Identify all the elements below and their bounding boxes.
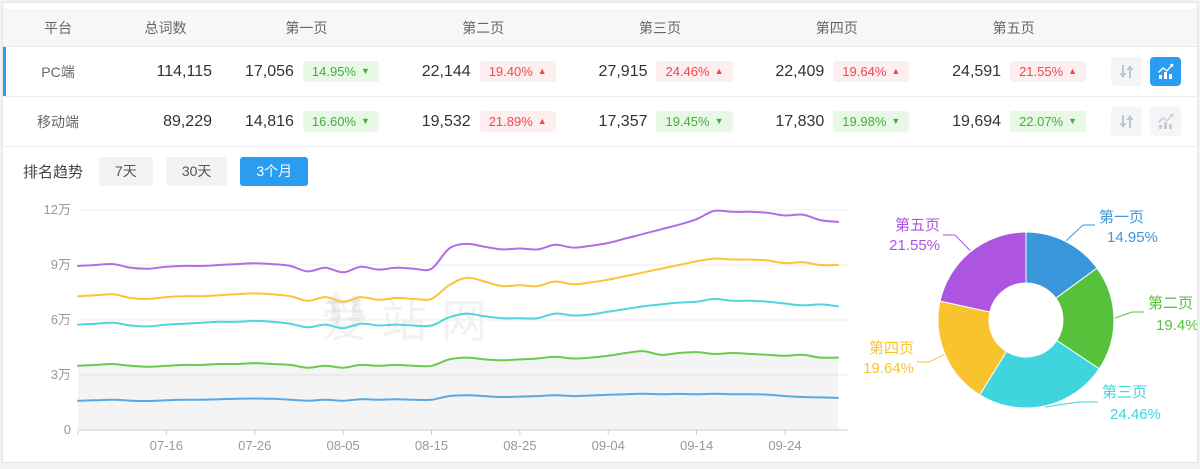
page-4-change-badge: 19.98% ▼ <box>833 111 910 132</box>
trend-chart-button[interactable] <box>1150 107 1181 136</box>
page-3-count: 27,915 <box>598 62 648 80</box>
total-words-cell: 89,229 <box>163 112 212 130</box>
svg-text:07-26: 07-26 <box>238 438 271 453</box>
page-2-group: 19,532 21.89% ▲ <box>395 111 572 132</box>
table-header-cell: 第四页 <box>815 19 858 36</box>
page-1-change-badge: 16.60% ▼ <box>302 111 379 132</box>
platform-name: PC端 <box>41 63 75 80</box>
trend-up-arrow-icon: ▲ <box>537 66 547 76</box>
svg-text:0: 0 <box>64 422 71 437</box>
page-3-group: 17,357 19.45% ▼ <box>572 111 749 132</box>
trend-down-arrow-icon: ▼ <box>360 66 370 76</box>
platform-name: 移动端 <box>37 113 79 130</box>
svg-text:24.46%: 24.46% <box>1110 406 1161 423</box>
svg-text:14.95%: 14.95% <box>1107 229 1158 246</box>
svg-text:第二页: 第二页 <box>1148 294 1193 312</box>
page-2-count: 22,144 <box>421 62 471 80</box>
table-header-cell: 总词数 <box>144 19 187 36</box>
tab-period-30天[interactable]: 30天 <box>165 156 228 186</box>
platform-row-pc[interactable]: PC端 114,115 17,056 14.95% ▼ 22,144 19.40%… <box>3 47 1197 97</box>
svg-text:21.55%: 21.55% <box>889 237 940 254</box>
page-1-group: 14,816 16.60% ▼ <box>218 111 395 132</box>
table-header-cell: 第一页 <box>285 19 328 36</box>
tab-period-7天[interactable]: 7天 <box>99 156 153 186</box>
total-words-cell: 114,115 <box>156 62 212 80</box>
page-3-group: 27,915 24.46% ▲ <box>572 61 749 82</box>
page-5-count: 24,591 <box>952 62 1002 80</box>
page-2-change-badge: 21.89% ▲ <box>479 111 556 132</box>
tab-period-3个月[interactable]: 3个月 <box>240 156 309 186</box>
page-4-count: 22,409 <box>775 62 825 80</box>
platform-row-mobile[interactable]: 移动端 89,229 14,816 16.60% ▼ 19,532 21.89% ▲… <box>3 97 1197 147</box>
page-4-group: 22,409 19.64% ▲ <box>748 61 925 82</box>
svg-text:19.64%: 19.64% <box>863 360 914 377</box>
svg-text:第四页: 第四页 <box>869 339 914 357</box>
page-1-count: 14,816 <box>244 112 294 130</box>
svg-text:第三页: 第三页 <box>1102 383 1147 401</box>
svg-text:08-15: 08-15 <box>415 438 448 453</box>
page-5-change-badge: 22.07% ▼ <box>1010 111 1087 132</box>
table-header-cell: 第三页 <box>638 19 681 36</box>
table-header-cell: 第五页 <box>992 19 1035 36</box>
keyword-rank-panel: 平台 总词数 第一页 第二页 第三页 第四页 第五页 PC端 114,115 17,056 … <box>2 2 1198 463</box>
trend-down-arrow-icon: ▼ <box>714 116 724 126</box>
page-4-change-badge: 19.64% ▲ <box>833 61 910 82</box>
trend-up-arrow-icon: ▲ <box>714 66 724 76</box>
table-header-cell: 第二页 <box>462 19 505 36</box>
svg-text:08-05: 08-05 <box>326 438 359 453</box>
trend-down-arrow-icon: ▼ <box>1068 116 1078 126</box>
svg-text:09-24: 09-24 <box>768 438 801 453</box>
page-distribution-donut[interactable]: 第一页 14.95% 第二页 19.4% 第三页 24.46% 第四页 19.64% 第五页 21… <box>856 195 1198 453</box>
svg-text:9万: 9万 <box>51 257 71 272</box>
svg-text:3万: 3万 <box>51 367 71 382</box>
page-3-count: 17,357 <box>598 112 648 130</box>
svg-text:第一页: 第一页 <box>1099 208 1144 226</box>
donut-slice-5[interactable] <box>939 231 1027 313</box>
page-4-group: 17,830 19.98% ▼ <box>748 111 925 132</box>
trend-chart-button[interactable] <box>1150 57 1181 86</box>
aizhan-watermark: 爱站网 <box>321 285 501 351</box>
page-5-count: 19,694 <box>952 112 1002 130</box>
page-1-count: 17,056 <box>244 62 294 80</box>
svg-text:19.4%: 19.4% <box>1156 317 1198 334</box>
page-1-change-badge: 14.95% ▼ <box>302 61 379 82</box>
svg-text:6万: 6万 <box>51 312 71 327</box>
trend-down-arrow-icon: ▼ <box>360 116 370 126</box>
page-4-count: 17,830 <box>775 112 825 130</box>
sort-toggle-button[interactable] <box>1111 107 1142 136</box>
trend-title: 排名趋势 <box>23 163 84 181</box>
svg-text:09-14: 09-14 <box>680 438 713 453</box>
svg-text:12万: 12万 <box>44 202 71 217</box>
svg-text:第五页: 第五页 <box>895 216 940 234</box>
trend-toolbar: 排名趋势 7天 30天 3个月 <box>3 147 1197 195</box>
sort-toggle-button[interactable] <box>1111 57 1142 86</box>
trend-up-arrow-icon: ▲ <box>1068 66 1078 76</box>
page-2-group: 22,144 19.40% ▲ <box>395 61 572 82</box>
charts-area: 爱站网 0 3万 6万 9万 12万 07-16 07-26 08-05 08-15 08-25 0… <box>3 195 1198 463</box>
svg-text:07-16: 07-16 <box>150 438 183 453</box>
table-header-row: 平台 总词数 第一页 第二页 第三页 第四页 第五页 <box>3 9 1197 47</box>
svg-text:08-25: 08-25 <box>503 438 536 453</box>
table-header-cell: 平台 <box>44 19 72 36</box>
page-3-change-badge: 19.45% ▼ <box>656 111 733 132</box>
trend-up-arrow-icon: ▲ <box>891 66 901 76</box>
page-5-change-badge: 21.55% ▲ <box>1010 61 1087 82</box>
page-1-group: 17,056 14.95% ▼ <box>218 61 395 82</box>
trend-up-arrow-icon: ▲ <box>537 116 547 126</box>
page-5-group: 24,591 21.55% ▲ <box>925 61 1102 82</box>
donut-slice-2[interactable] <box>1055 267 1115 370</box>
selected-row-indicator <box>3 47 6 96</box>
page-3-change-badge: 24.46% ▲ <box>656 61 733 82</box>
page-2-count: 19,532 <box>421 112 471 130</box>
donut-slice-3[interactable] <box>979 339 1100 409</box>
rank-table: 平台 总词数 第一页 第二页 第三页 第四页 第五页 PC端 114,115 17,056 … <box>3 9 1197 147</box>
watermark-text: 爱站网 <box>321 295 501 347</box>
svg-text:09-04: 09-04 <box>592 438 625 453</box>
trend-line-chart[interactable]: 0 3万 6万 9万 12万 07-16 07-26 08-05 08-15 08-25 09-04… <box>3 195 856 463</box>
trend-down-arrow-icon: ▼ <box>891 116 901 126</box>
page-5-group: 19,694 22.07% ▼ <box>925 111 1102 132</box>
page-2-change-badge: 19.40% ▲ <box>479 61 556 82</box>
